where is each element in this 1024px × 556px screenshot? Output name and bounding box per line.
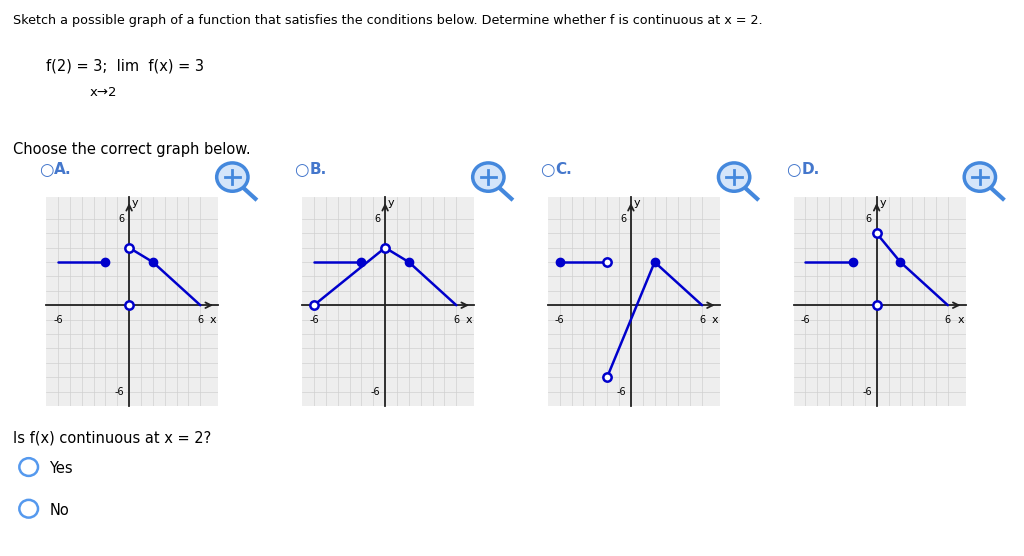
Text: D.: D. bbox=[802, 162, 820, 177]
Text: 6: 6 bbox=[454, 315, 460, 325]
Text: 6: 6 bbox=[198, 315, 204, 325]
Text: y: y bbox=[634, 198, 640, 208]
Text: 6: 6 bbox=[374, 214, 380, 224]
Text: C.: C. bbox=[555, 162, 571, 177]
Text: Is f(x) continuous at x = 2?: Is f(x) continuous at x = 2? bbox=[13, 431, 212, 446]
Circle shape bbox=[965, 163, 995, 191]
Text: y: y bbox=[388, 198, 394, 208]
Text: -6: -6 bbox=[801, 315, 810, 325]
Text: -6: -6 bbox=[616, 386, 626, 396]
Text: -6: -6 bbox=[309, 315, 318, 325]
Text: 6: 6 bbox=[699, 315, 706, 325]
Text: x: x bbox=[466, 315, 473, 325]
Text: ○: ○ bbox=[786, 161, 801, 178]
Circle shape bbox=[719, 163, 750, 191]
Text: -6: -6 bbox=[555, 315, 564, 325]
Circle shape bbox=[473, 163, 504, 191]
Text: No: No bbox=[49, 503, 69, 518]
Text: ○: ○ bbox=[294, 161, 308, 178]
Text: -6: -6 bbox=[53, 315, 62, 325]
Text: 6: 6 bbox=[945, 315, 951, 325]
Text: x: x bbox=[957, 315, 965, 325]
Circle shape bbox=[217, 163, 248, 191]
Text: 6: 6 bbox=[620, 214, 626, 224]
Text: ○: ○ bbox=[39, 161, 53, 178]
Text: Yes: Yes bbox=[49, 461, 73, 476]
Text: B.: B. bbox=[309, 162, 327, 177]
Text: x: x bbox=[210, 315, 217, 325]
Text: Sketch a possible graph of a function that satisfies the conditions below. Deter: Sketch a possible graph of a function th… bbox=[13, 14, 763, 27]
Text: -6: -6 bbox=[371, 386, 380, 396]
Text: x→2: x→2 bbox=[90, 86, 118, 99]
Text: A.: A. bbox=[54, 162, 72, 177]
Text: y: y bbox=[880, 198, 886, 208]
Text: -6: -6 bbox=[862, 386, 871, 396]
Text: Choose the correct graph below.: Choose the correct graph below. bbox=[13, 142, 251, 157]
Text: y: y bbox=[132, 198, 138, 208]
Text: 6: 6 bbox=[118, 214, 124, 224]
Text: f(2) = 3;  lim  f(x) = 3: f(2) = 3; lim f(x) = 3 bbox=[46, 58, 204, 73]
Text: -6: -6 bbox=[115, 386, 124, 396]
Text: x: x bbox=[712, 315, 719, 325]
Text: 6: 6 bbox=[865, 214, 871, 224]
Text: ○: ○ bbox=[540, 161, 554, 178]
